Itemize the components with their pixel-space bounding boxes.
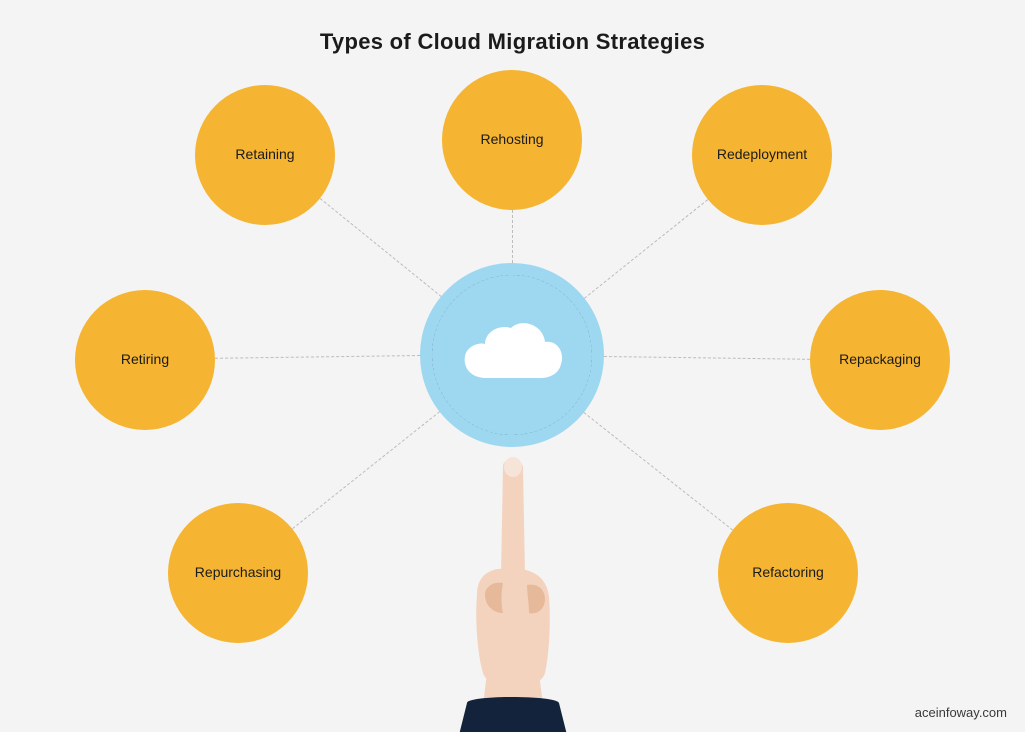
attribution-text: aceinfoway.com [915,705,1007,720]
page-title: Types of Cloud Migration Strategies [0,29,1025,55]
pointing-hand-icon [437,455,587,732]
node-redeployment: Redeployment [692,85,832,225]
connector-line [584,412,733,530]
cloud-icon [457,320,567,390]
node-retiring: Retiring [75,290,215,430]
center-hub-inner [432,275,592,435]
connector-line [215,355,420,359]
connector-line [604,356,810,360]
node-repurchasing: Repurchasing [168,503,308,643]
connector-line [584,199,708,299]
node-label: Retiring [115,351,175,369]
connector-line [512,210,513,263]
connector-line [319,198,441,297]
node-refactoring: Refactoring [718,503,858,643]
node-repackaging: Repackaging [810,290,950,430]
node-label: Repackaging [833,351,927,369]
node-rehosting: Rehosting [442,70,582,210]
node-label: Retaining [229,146,300,164]
node-retaining: Retaining [195,85,335,225]
connector-line [292,411,440,529]
node-label: Rehosting [474,131,549,149]
node-label: Refactoring [746,564,830,582]
node-label: Repurchasing [189,564,287,582]
node-label: Redeployment [711,146,813,164]
diagram-canvas: Types of Cloud Migration Strategies Reho… [0,0,1025,732]
